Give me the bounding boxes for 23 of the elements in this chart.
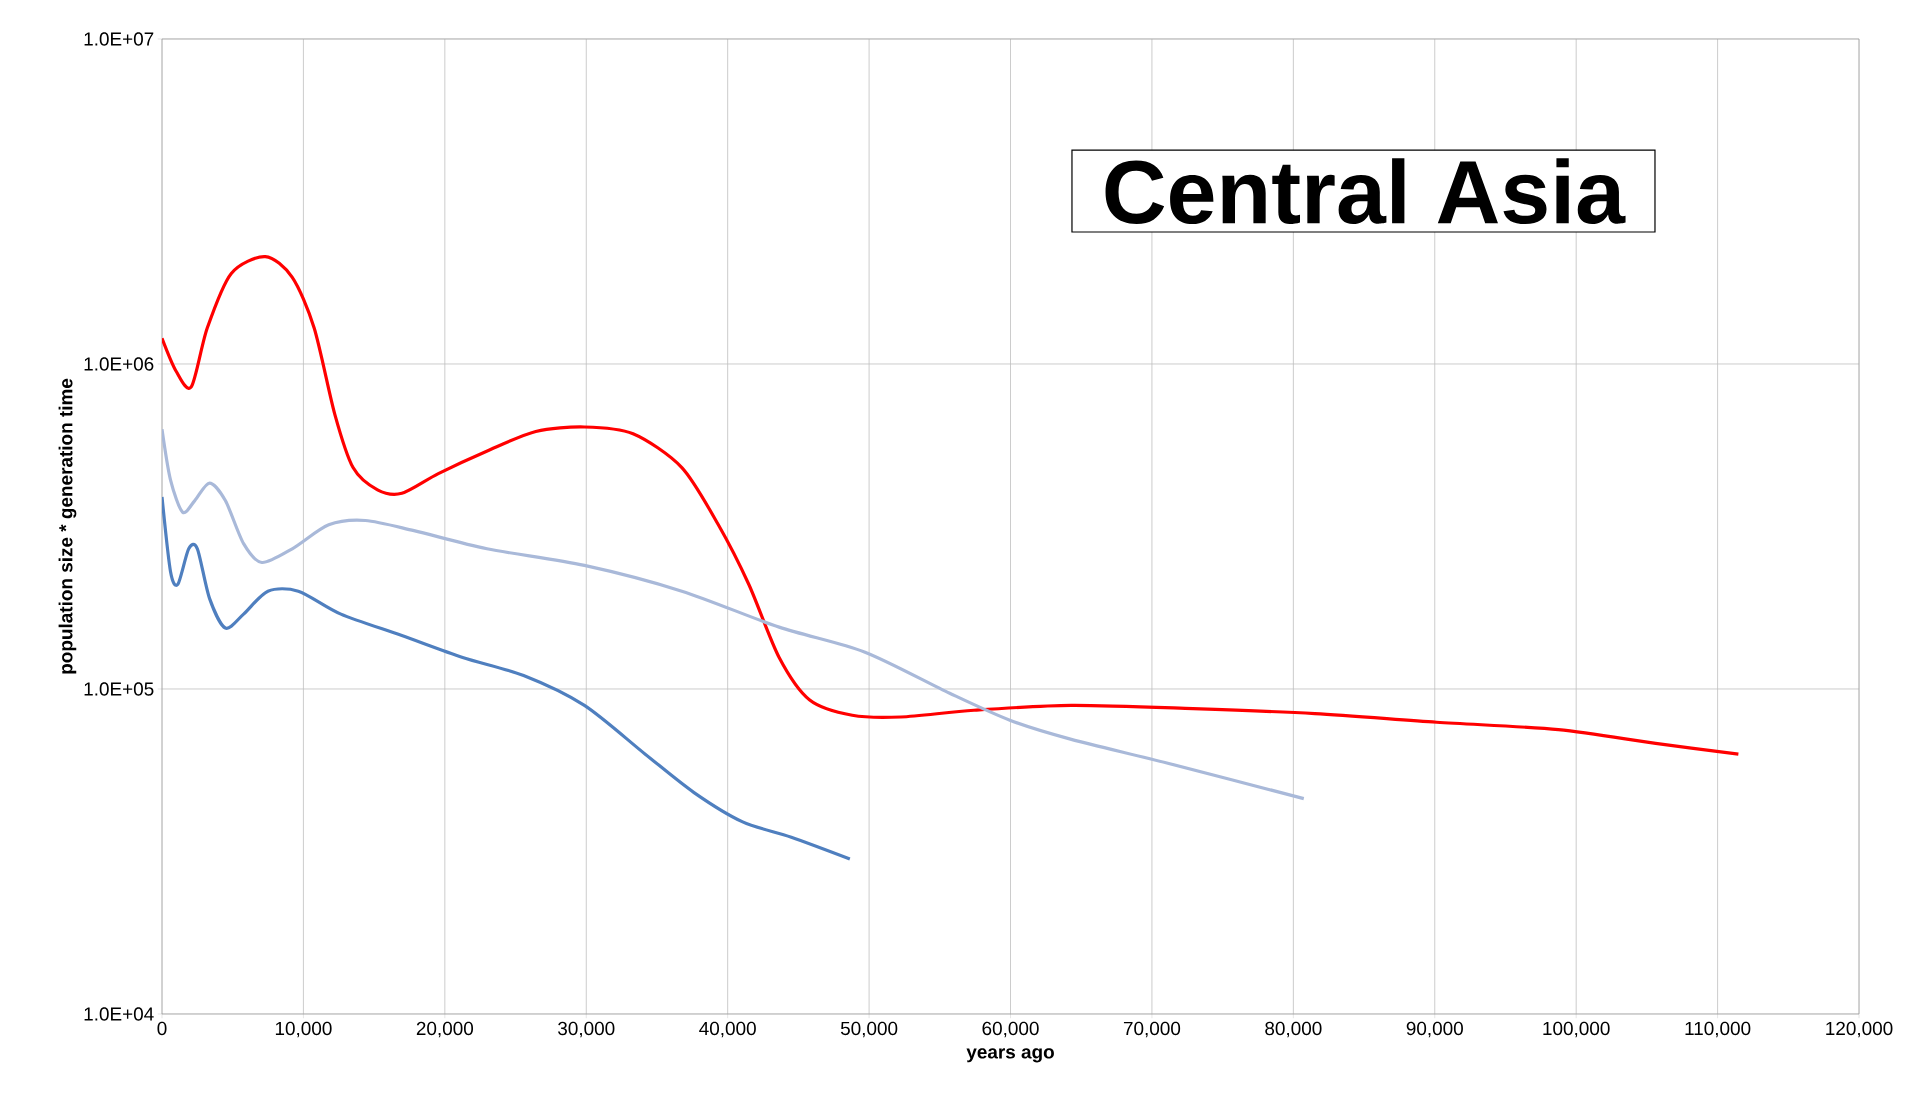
x-tick-label: 30,000	[558, 1021, 615, 1038]
y-tick-label: 1.0E+06	[84, 357, 154, 371]
x-tick-label: 0	[157, 1021, 167, 1036]
x-tick-label: 50,000	[840, 1021, 898, 1038]
x-tick-label: 70,000	[1123, 1021, 1181, 1038]
x-axis-title: years ago	[966, 1048, 1054, 1063]
x-tick-label: 20,000	[416, 1021, 474, 1038]
x-tick-label: 110,000	[1685, 1021, 1751, 1038]
y-tick-label: 1.0E+04	[84, 1007, 154, 1021]
line-series	[162, 254, 1740, 756]
x-tick-label: 60,000	[982, 1021, 1039, 1038]
line-series	[162, 495, 852, 861]
y-tick-label: 1.0E+05	[84, 682, 154, 696]
y-axis-title: population size * generation time	[58, 378, 77, 674]
text: Central Asia	[1105, 158, 1626, 224]
y-tick-label: 1.0E+07	[84, 32, 154, 46]
x-tick-label: 90,000	[1406, 1021, 1463, 1038]
x-tick-label: 40,000	[699, 1021, 756, 1038]
x-tick-label: 10,000	[275, 1021, 332, 1038]
x-tick-label: 120,000	[1826, 1021, 1893, 1038]
x-tick-label: 100,000	[1543, 1021, 1610, 1038]
x-tick-label: 80,000	[1265, 1021, 1322, 1038]
line-series	[162, 427, 1306, 801]
